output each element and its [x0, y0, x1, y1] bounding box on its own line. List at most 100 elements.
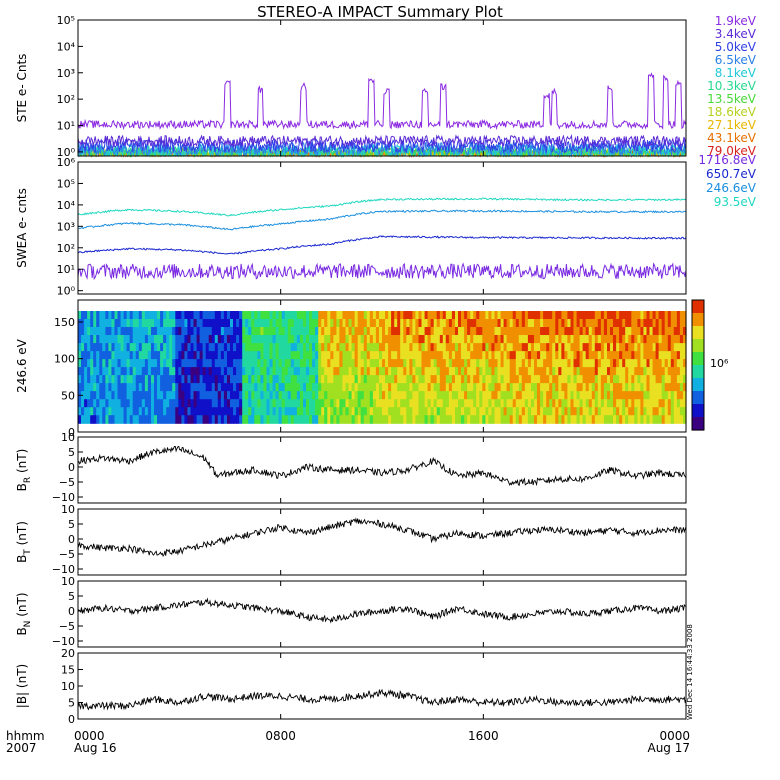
heat-cell — [299, 399, 304, 408]
heat-cell — [646, 383, 651, 392]
heat-cell — [561, 351, 565, 360]
heat-cell — [619, 343, 623, 352]
heat-cell — [360, 367, 365, 376]
heat-cell — [546, 415, 550, 424]
heat-cell — [555, 351, 559, 360]
heat-cell — [430, 415, 435, 424]
heat-cell — [613, 367, 617, 376]
heat-cell — [327, 319, 331, 328]
heat-cell — [485, 407, 489, 416]
heat-cell — [482, 383, 486, 392]
heat-cell — [154, 407, 158, 416]
heat-cell — [287, 375, 292, 384]
heat-cell — [673, 351, 678, 360]
heat-cell — [199, 391, 204, 400]
heat-cell — [281, 351, 286, 360]
heat-cell — [537, 391, 541, 400]
heat-cell — [430, 335, 435, 344]
heat-cell — [594, 343, 599, 352]
heat-cell — [670, 375, 675, 384]
heat-cell — [652, 319, 657, 328]
heat-cell — [582, 415, 587, 424]
heat-cell — [151, 383, 155, 392]
heat-cell — [342, 335, 347, 344]
heat-cell — [497, 391, 502, 400]
heat-cell — [628, 327, 632, 336]
heat-cell — [591, 343, 596, 352]
heat-cell — [455, 343, 459, 352]
heat-cell — [576, 415, 581, 424]
heat-cell — [233, 367, 237, 376]
heat-cell — [257, 415, 261, 424]
heat-cell — [679, 327, 684, 336]
heat-cell — [202, 367, 207, 376]
heat-cell — [415, 319, 419, 328]
heat-cell — [613, 383, 617, 392]
heat-cell — [382, 407, 386, 416]
heat-cell — [205, 327, 210, 336]
heat-cell — [242, 319, 246, 328]
heat-cell — [610, 375, 614, 384]
heat-cell — [518, 351, 523, 360]
heat-cell — [303, 415, 307, 424]
heat-cell — [579, 335, 584, 344]
heat-cell — [147, 343, 152, 352]
heat-cell — [239, 375, 243, 384]
heat-cell — [531, 399, 535, 408]
heat-cell — [564, 399, 568, 408]
heat-cell — [467, 343, 471, 352]
heat-cell — [597, 311, 602, 320]
heat-cell — [439, 327, 444, 336]
heat-cell — [558, 351, 562, 360]
y-tick-label: 15 — [61, 664, 75, 677]
heat-cell — [348, 311, 353, 320]
heat-cell — [278, 407, 283, 416]
heat-cell — [132, 351, 137, 360]
colorbar-segment — [692, 302, 704, 305]
heat-cell — [202, 383, 207, 392]
heat-cell — [537, 351, 541, 360]
panel-frame — [77, 161, 687, 295]
heat-cell — [144, 359, 149, 368]
heat-cell — [558, 359, 562, 368]
heat-cell — [485, 359, 489, 368]
heat-cell — [534, 335, 538, 344]
heat-cell — [634, 399, 638, 408]
heat-cell — [600, 311, 605, 320]
heat-cell — [494, 415, 499, 424]
heat-cell — [220, 359, 225, 368]
heat-cell — [455, 311, 459, 320]
heat-cell — [622, 407, 626, 416]
heat-cell — [366, 343, 371, 352]
colorbar-segment — [692, 425, 704, 429]
heat-cell — [245, 335, 249, 344]
heat-cell — [445, 375, 450, 384]
heat-cell — [105, 399, 109, 408]
heat-cell — [482, 375, 486, 384]
heat-cell — [141, 375, 146, 384]
heat-cell — [455, 327, 459, 336]
heat-cell — [154, 351, 158, 360]
heat-cell — [397, 327, 401, 336]
heat-cell — [248, 335, 252, 344]
heat-cell — [290, 335, 295, 344]
heat-cell — [619, 359, 623, 368]
x-tick-label: 0000 — [659, 729, 690, 743]
heat-cell — [497, 367, 502, 376]
heat-cell — [534, 407, 538, 416]
heat-cell — [275, 327, 280, 336]
heat-cell — [214, 375, 219, 384]
heat-cell — [275, 343, 280, 352]
heat-cell — [585, 359, 590, 368]
heat-cell — [111, 415, 115, 424]
heat-cell — [360, 327, 365, 336]
heat-cell — [388, 399, 392, 408]
heat-cell — [433, 367, 438, 376]
heat-cell — [534, 383, 538, 392]
heat-cell — [567, 351, 571, 360]
heat-cell — [531, 359, 535, 368]
heat-cell — [397, 311, 401, 320]
heat-cell — [351, 311, 356, 320]
heat-cell — [196, 415, 201, 424]
heat-cell — [540, 327, 544, 336]
